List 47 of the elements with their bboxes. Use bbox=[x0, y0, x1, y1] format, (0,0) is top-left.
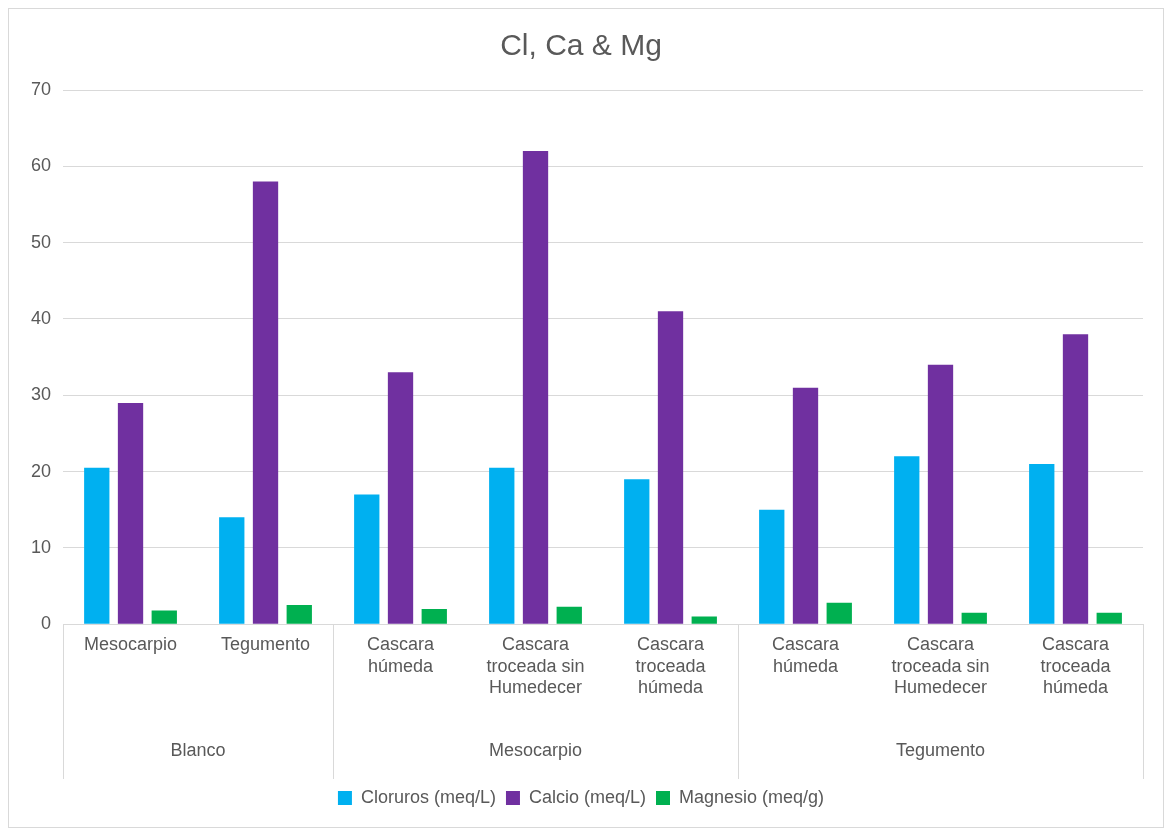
bar bbox=[354, 494, 380, 624]
bar bbox=[421, 608, 447, 624]
bar bbox=[151, 610, 177, 624]
bar bbox=[826, 602, 852, 624]
bar bbox=[894, 456, 920, 624]
bar bbox=[252, 181, 279, 624]
bar bbox=[556, 606, 582, 624]
x-tick-label: Cascara húmeda bbox=[771, 633, 841, 676]
x-tick-label: Cascara troceada húmeda bbox=[1040, 633, 1112, 698]
x-tick-label: Mesocarpio bbox=[84, 633, 178, 654]
bar bbox=[657, 311, 684, 624]
bar bbox=[1062, 334, 1089, 624]
legend-label: Magnesio (meq/g) bbox=[679, 786, 825, 807]
bar bbox=[1096, 612, 1122, 624]
y-tick-label: 60 bbox=[30, 155, 52, 176]
bar bbox=[1029, 463, 1055, 624]
y-tick-label: 40 bbox=[30, 307, 52, 328]
bar bbox=[219, 517, 245, 624]
bar bbox=[759, 509, 785, 624]
bar bbox=[387, 372, 414, 624]
y-tick-label: 50 bbox=[30, 231, 52, 252]
x-tick-label: Cascara troceada húmeda bbox=[635, 633, 707, 698]
bar bbox=[961, 612, 987, 624]
bar bbox=[624, 479, 650, 624]
bar bbox=[691, 616, 717, 624]
text: Tegumento bbox=[895, 739, 986, 760]
text: Mesocarpio bbox=[488, 739, 583, 760]
x-tick-label: Tegumento bbox=[220, 633, 311, 654]
bar bbox=[792, 387, 819, 624]
text: Blanco bbox=[170, 739, 226, 760]
x-tick-label: Cascara troceada sin Humedecer bbox=[486, 633, 585, 698]
x-tick-label: Cascara húmeda bbox=[367, 633, 436, 676]
y-tick-label: 70 bbox=[30, 78, 52, 99]
bar bbox=[117, 402, 144, 624]
y-tick-label: 0 bbox=[41, 613, 52, 634]
y-tick-label: 10 bbox=[30, 536, 52, 557]
legend-label: Cloruros (meq/L) bbox=[360, 786, 496, 807]
bar bbox=[489, 467, 515, 624]
chart-title: Cl, Ca & Mg bbox=[500, 28, 662, 62]
legend-label: Calcio (meq/L) bbox=[528, 786, 647, 807]
bar bbox=[84, 467, 110, 624]
y-tick-label: 30 bbox=[30, 384, 52, 405]
bar bbox=[286, 605, 312, 624]
bar bbox=[522, 151, 549, 624]
bar bbox=[927, 364, 954, 624]
y-tick-label: 20 bbox=[30, 460, 52, 481]
x-tick-label: Cascara troceada sin Humedecer bbox=[891, 633, 990, 698]
